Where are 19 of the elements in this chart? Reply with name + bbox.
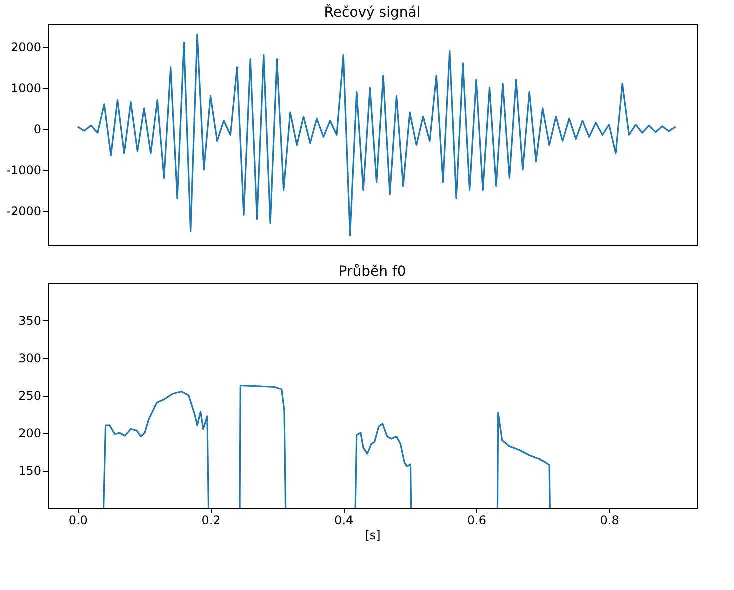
y-tick-label: 2000: [10, 40, 42, 54]
y-tick-label: 300: [18, 352, 42, 366]
x-tick-label: 0.8: [600, 514, 620, 528]
x-tick-label: 0.0: [68, 514, 88, 528]
y-tick-label: 1000: [10, 81, 42, 96]
x-tick-label: 0.4: [334, 514, 354, 528]
y-tick-label: -2000: [6, 204, 42, 218]
y-tick-label: 200: [18, 426, 42, 440]
line-series: [77, 34, 677, 236]
y-tick-label: 350: [18, 314, 42, 328]
chart-title: Řečový signál: [324, 4, 421, 21]
x-tick-label: 0.2: [202, 514, 221, 528]
x-tick-label: 0.6: [467, 514, 487, 528]
y-tick-label: 250: [18, 389, 42, 403]
x-axis-title: [s]: [365, 528, 381, 542]
y-tick-label: -1000: [6, 163, 42, 178]
chart-title: Průběh f0: [338, 264, 406, 280]
y-tick-label: 0: [34, 122, 42, 136]
y-tick-label: 150: [18, 464, 42, 478]
